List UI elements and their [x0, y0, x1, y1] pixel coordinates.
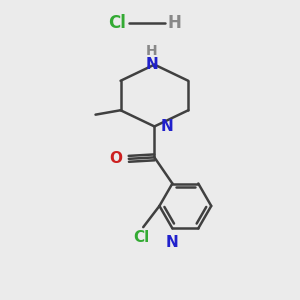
Text: O: O — [109, 151, 122, 166]
Text: H: H — [146, 44, 158, 58]
Text: N: N — [166, 235, 179, 250]
Text: Cl: Cl — [109, 14, 126, 32]
Text: N: N — [161, 119, 174, 134]
Text: N: N — [146, 57, 158, 72]
Text: Cl: Cl — [134, 230, 150, 245]
Text: H: H — [168, 14, 182, 32]
